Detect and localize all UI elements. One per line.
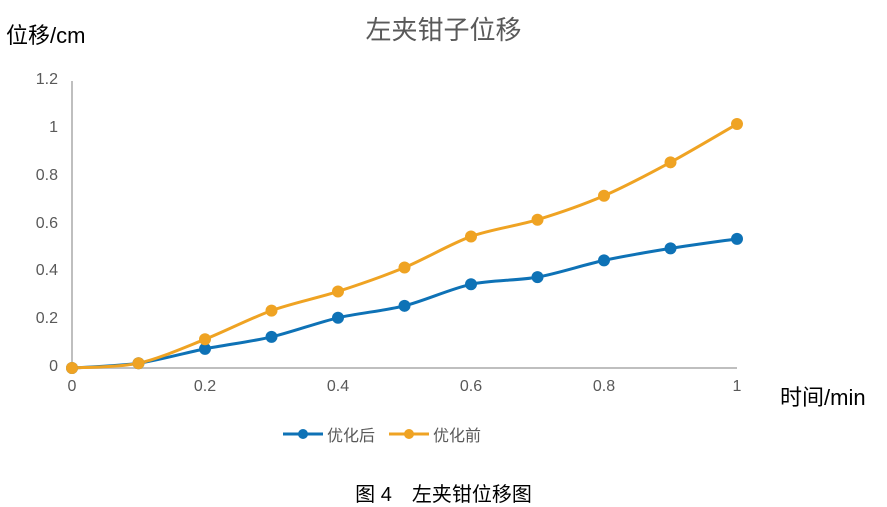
data-point-marker bbox=[664, 156, 677, 169]
y-axis-label: 位移/cm bbox=[6, 23, 86, 48]
figure-caption: 图 4 左夹钳位移图 bbox=[355, 484, 532, 506]
data-point-marker bbox=[132, 357, 145, 370]
x-tick-label: 0.4 bbox=[326, 378, 350, 395]
data-point-marker bbox=[66, 362, 78, 374]
data-point-marker bbox=[465, 278, 477, 291]
y-tick-label: 0.8 bbox=[35, 166, 58, 184]
x-tick-label: 0.8 bbox=[592, 378, 616, 395]
legend-item-before: 优化前 bbox=[389, 422, 481, 446]
x-tick-label: 0.2 bbox=[193, 378, 217, 395]
y-tick-label: 0 bbox=[49, 358, 58, 375]
data-point-marker bbox=[398, 261, 411, 274]
x-tick-label: 0.6 bbox=[459, 378, 483, 395]
y-tick-label: 1.2 bbox=[35, 71, 58, 88]
y-tick-label: 0.4 bbox=[35, 262, 58, 280]
data-point-marker bbox=[731, 118, 743, 131]
series-line bbox=[71, 122, 738, 370]
data-point-marker bbox=[465, 230, 477, 243]
legend-marker-icon bbox=[389, 429, 430, 439]
data-point-marker bbox=[598, 254, 610, 267]
y-tick-label: 0.6 bbox=[35, 214, 58, 232]
data-point-marker bbox=[265, 330, 278, 343]
data-point-marker bbox=[664, 242, 677, 255]
legend: 优化后 优化前 bbox=[283, 422, 481, 446]
data-point-marker bbox=[598, 189, 610, 202]
legend-marker-icon bbox=[283, 429, 323, 439]
legend-label: 优化前 bbox=[433, 428, 482, 445]
y-tick-label: 1 bbox=[49, 118, 58, 136]
legend-item-after: 优化后 bbox=[283, 422, 375, 446]
data-point-marker bbox=[199, 333, 211, 346]
data-point-marker bbox=[531, 271, 544, 284]
y-tick-label: 0.2 bbox=[35, 310, 58, 328]
data-point-marker bbox=[332, 311, 344, 324]
x-tick-label: 0 bbox=[67, 378, 77, 395]
data-point-marker bbox=[332, 285, 344, 298]
data-point-marker bbox=[531, 213, 544, 226]
legend-label: 优化后 bbox=[327, 428, 376, 445]
data-point-marker bbox=[398, 299, 411, 312]
data-point-marker bbox=[731, 232, 743, 245]
x-tick-label: 1 bbox=[732, 378, 742, 395]
x-axis-label: 时间/min bbox=[780, 385, 866, 410]
data-point-marker bbox=[199, 342, 211, 355]
chart-title: 左夹钳子位移 bbox=[365, 15, 522, 45]
data-point-marker bbox=[265, 304, 278, 317]
